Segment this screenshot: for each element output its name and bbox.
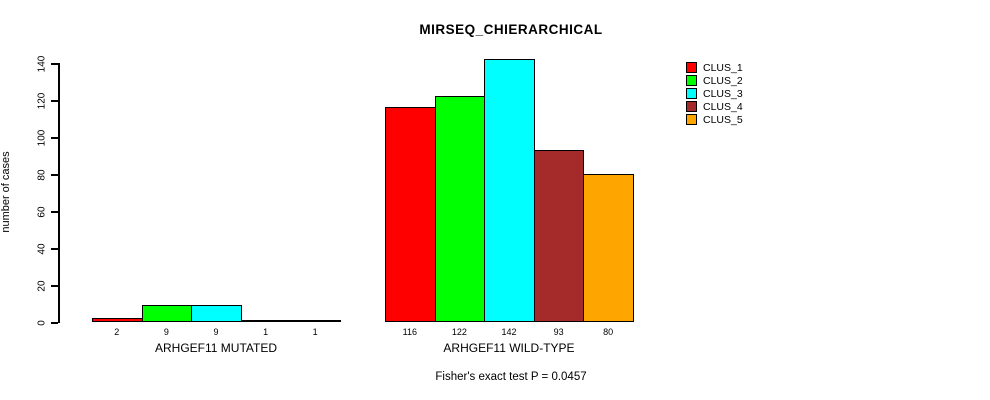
bar-value-label: 93	[553, 327, 564, 337]
y-tick-label: 20	[36, 279, 48, 292]
bar-value-label: 122	[451, 327, 467, 337]
legend-item-clus_5: CLUS_5	[686, 113, 743, 126]
y-axis-line	[58, 63, 60, 323]
legend-item-clus_1: CLUS_1	[686, 61, 743, 74]
legend-label: CLUS_3	[703, 87, 743, 100]
bar-clus_5-group2	[583, 174, 634, 322]
legend-label: CLUS_5	[703, 113, 743, 126]
y-tick-label: 140	[36, 55, 48, 72]
legend-label: CLUS_1	[703, 61, 743, 74]
bar-clus_2-group1	[141, 305, 193, 322]
y-tick-mark	[51, 174, 58, 176]
y-tick-label: 40	[36, 242, 48, 255]
bar-clus_1-group1	[92, 318, 143, 322]
bar-value-label: 9	[163, 327, 169, 337]
legend-item-clus_3: CLUS_3	[686, 87, 743, 100]
x-group-label: ARHGEF11 MUTATED	[154, 341, 277, 355]
bar-value-label: 142	[501, 327, 517, 337]
y-tick-mark	[51, 63, 58, 65]
y-tick-mark	[51, 285, 58, 287]
legend-swatch-clus_3	[686, 88, 697, 99]
y-tick-label: 60	[36, 205, 48, 218]
y-tick-label: 80	[36, 168, 48, 181]
legend-swatch-clus_5	[686, 114, 697, 125]
bar-value-label: 1	[312, 327, 318, 337]
legend-label: CLUS_2	[703, 74, 743, 87]
bar-clus_4-group1	[240, 320, 292, 322]
y-tick-mark	[51, 211, 58, 213]
legend-swatch-clus_4	[686, 101, 697, 112]
y-tick-mark	[51, 100, 58, 102]
bar-clus_1-group2	[385, 107, 436, 322]
bar-value-label: 9	[213, 327, 219, 337]
legend-item-clus_2: CLUS_2	[686, 74, 743, 87]
bar-clus_4-group2	[533, 149, 585, 322]
y-tick-mark	[51, 248, 58, 250]
y-tick-mark	[51, 322, 58, 324]
y-tick-label: 100	[36, 129, 48, 146]
x-group-label: ARHGEF11 WILD-TYPE	[443, 341, 575, 355]
bar-clus_3-group1	[191, 305, 242, 322]
bar-clus_5-group1	[290, 320, 341, 322]
legend-swatch-clus_1	[686, 62, 697, 73]
legend-swatch-clus_2	[686, 75, 697, 86]
bar-value-label: 116	[402, 327, 417, 337]
y-tick-label: 120	[36, 92, 48, 109]
y-tick-label: 0	[36, 319, 48, 326]
legend-label: CLUS_4	[703, 100, 743, 113]
bar-value-label: 2	[114, 327, 120, 337]
fisher-test-caption: Fisher's exact test P = 0.0457	[435, 371, 587, 383]
bar-value-label: 1	[263, 327, 269, 337]
chart-title: MIRSEQ_CHIERARCHICAL	[419, 22, 603, 37]
y-tick-mark	[51, 137, 58, 139]
bar-clus_2-group2	[434, 96, 486, 322]
bar-value-label: 80	[603, 327, 614, 337]
legend-item-clus_4: CLUS_4	[686, 100, 743, 113]
bar-clus_3-group2	[484, 59, 535, 322]
legend: CLUS_1 CLUS_2 CLUS_3 CLUS_4 CLUS_5	[686, 61, 743, 126]
y-axis-label: number of cases	[0, 151, 12, 233]
